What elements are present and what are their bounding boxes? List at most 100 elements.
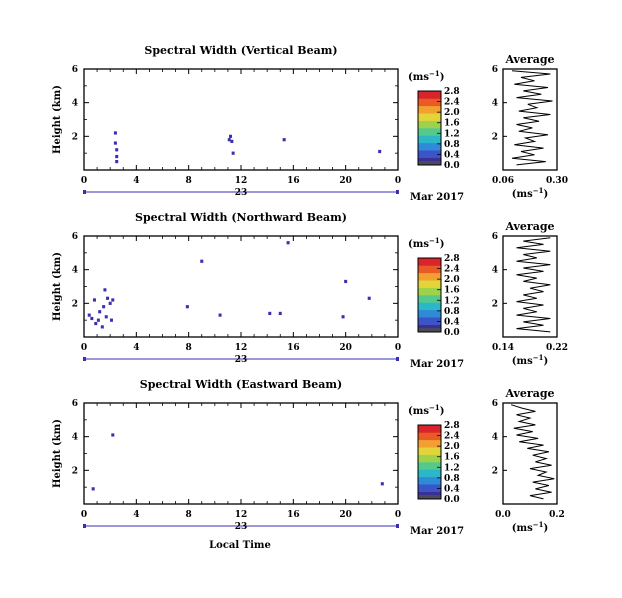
panel1-colorbar-swatch (418, 150, 441, 158)
panel3-colorbar-swatch (418, 454, 441, 463)
panel1-x-tick-label: 0 (81, 176, 87, 186)
panel3-x-tick-label: 8 (186, 510, 192, 520)
panel2-date-label: Mar 2017 (410, 359, 464, 370)
panel1-colorbar-tick-label: 2.8 (444, 87, 460, 97)
panel3-x-tick-label: 20 (339, 510, 352, 520)
panel2-echo-point (109, 318, 113, 322)
panel1-average-frame (502, 68, 558, 171)
panel1-x-tick-label: 0 (395, 176, 401, 186)
panel1-average-x-tick-label: 0.06 (492, 176, 514, 186)
panel3-day-bar-end (396, 524, 399, 528)
panel3-average-x-tick-label: 0.0 (495, 510, 511, 520)
panel1-title: Spectral Width (Vertical Beam) (144, 44, 337, 57)
panel3-colorbar-tick-label: 2.0 (444, 442, 460, 452)
panel2-echo-point (108, 301, 112, 305)
panel1-echo-point (115, 154, 119, 159)
panel3-colorbar-swatch (418, 425, 441, 433)
panel3-average-y-tick-label: 2 (492, 466, 498, 476)
panel1-colorbar-tick-label: 0.8 (444, 140, 460, 150)
panel3-colorbar-tick-label: 0.0 (444, 495, 460, 505)
panel3-day-label: 23 (235, 522, 248, 532)
panel1-colorbar-tick-label: 2.4 (444, 98, 460, 108)
panel1-colorbar-unit: (ms−1) (408, 69, 444, 84)
panel2-x-tick-label: 0 (395, 343, 401, 353)
panel3-x-tick-label: 0 (395, 510, 401, 520)
x-axis-label: Local Time (209, 540, 271, 551)
panel2-colorbar-tick-label: 1.2 (444, 296, 460, 306)
panel3-colorbar-floor (418, 495, 441, 499)
panel1-colorbar-tick-label: 1.2 (444, 129, 460, 139)
panel2-average-y-tick-label: 2 (492, 299, 498, 309)
panel3-title: Spectral Width (Eastward Beam) (140, 378, 342, 391)
panel2-y-axis-label: Height (km) (52, 252, 63, 321)
panel1-x-tick-label: 8 (186, 176, 192, 186)
panel1-colorbar-floor (418, 161, 441, 165)
panel3-y-axis-label: Height (km) (52, 419, 63, 488)
panel3-date-label: Mar 2017 (410, 526, 464, 537)
panel2-echo-point (218, 313, 222, 317)
panel2-echo-point (367, 296, 371, 300)
panel2-x-tick-label: 12 (235, 343, 248, 353)
panel2-average-x-tick-label: 0.14 (492, 343, 514, 353)
panel2-x-tick-label: 0 (81, 343, 87, 353)
panel2-echo-point (341, 315, 345, 319)
panel3-colorbar-tick-label: 1.2 (444, 463, 460, 473)
panel1-colorbar-tick-label: 0.4 (444, 150, 460, 160)
panel1-average-x-unit: (ms−1) (512, 186, 548, 201)
panel1-echo-point (282, 138, 286, 142)
panel2-average-profile-line (516, 237, 551, 333)
panel2-average-x-tick-label: 0.22 (546, 343, 568, 353)
panel3-colorbar-unit: (ms−1) (408, 403, 444, 418)
panel2-colorbar-tick-label: 0.8 (444, 307, 460, 317)
panel3-average-x-unit: (ms−1) (512, 520, 548, 535)
panel1-date-label: Mar 2017 (410, 192, 464, 203)
panel3-colorbar-frame (417, 424, 442, 500)
panel2-echo-point (200, 259, 204, 263)
panel3-echo-point (380, 482, 384, 486)
panel2-colorbar-unit: (ms−1) (408, 236, 444, 251)
panel1-day-label: 23 (235, 188, 248, 198)
panel2-echo-point (98, 310, 102, 314)
panel1-x-tick-label: 12 (235, 176, 248, 186)
panel2-echo-point (268, 311, 272, 316)
panel2-colorbar-tick-label: 2.4 (444, 265, 460, 275)
panel2-colorbar-tick-label: 2.8 (444, 254, 460, 264)
panel3-y-tick-label: 4 (72, 433, 78, 443)
panel2-echo-point (278, 311, 282, 316)
panel3-average-y-tick-label: 6 (492, 399, 498, 409)
panel1-colorbar-swatch (418, 120, 441, 129)
panel1-colorbar-swatch (418, 142, 441, 151)
panel1-colorbar-tick-label: 2.0 (444, 108, 460, 118)
panel2-echo-point (87, 313, 91, 317)
panel1-average-y-tick-label: 4 (492, 99, 498, 109)
panel3-y-tick-label: 6 (72, 399, 78, 409)
panel2-average-y-tick-label: 4 (492, 266, 498, 276)
panel3-colorbar-swatch (418, 484, 441, 492)
panel1-y-tick-label: 6 (72, 65, 78, 75)
panel2-colorbar-tick-label: 0.0 (444, 328, 460, 338)
panel1-y-tick-label: 4 (72, 99, 78, 109)
panel3-colorbar-tick-label: 2.8 (444, 421, 460, 431)
panel1-echo-point (115, 159, 119, 164)
panel3-x-tick-label: 12 (235, 510, 248, 520)
panel1-echo-point (378, 149, 382, 154)
panel1-colorbar-swatch (418, 91, 441, 99)
panel2-average-y-tick-label: 6 (492, 232, 498, 242)
panel3-colorbar-swatch (418, 432, 441, 441)
panel1-day-bar-start (83, 190, 86, 194)
panel2-x-tick-label: 4 (133, 343, 139, 353)
panel2-colorbar-swatch (418, 309, 441, 318)
panel3-echo-point (111, 433, 115, 437)
panel2-echo-point (90, 316, 94, 321)
panel3-colorbar-tick-label: 1.6 (444, 453, 460, 463)
panel3-average-frame (502, 402, 558, 505)
panel2-colorbar-swatch (418, 280, 441, 288)
panel2-day-label: 23 (235, 355, 248, 365)
panel3-colorbar-tick-label: 0.8 (444, 474, 460, 484)
panel2-colorbar-swatch (418, 295, 441, 303)
panel2-echo-point (100, 325, 104, 329)
panel3-colorbar-tick-label: 0.4 (444, 484, 460, 494)
panel1-x-tick-label: 4 (133, 176, 139, 186)
panel2-echo-point (94, 321, 98, 326)
